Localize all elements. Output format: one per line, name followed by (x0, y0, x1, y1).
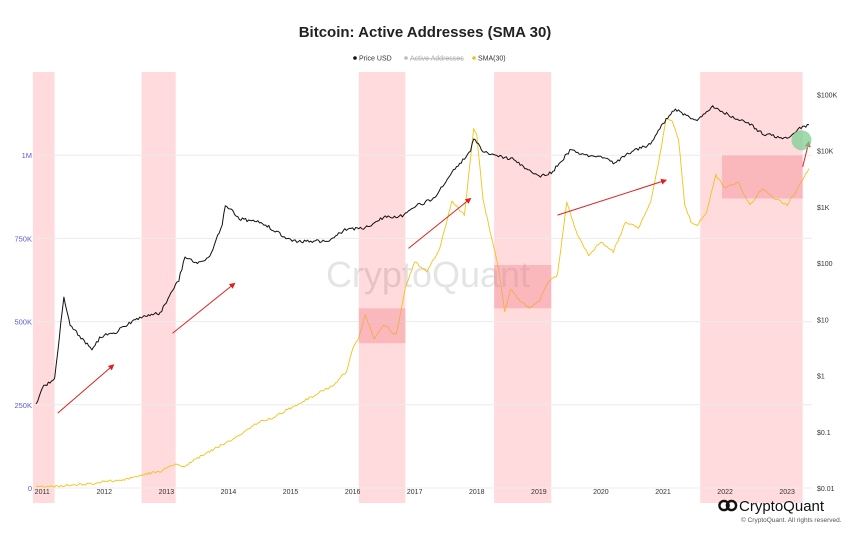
chart-legend[interactable]: Price USD Active Addresses SMA(30) (353, 56, 506, 63)
legend-label-active-addresses: Active Addresses (410, 56, 464, 63)
highlight-band-3 (358, 72, 406, 503)
legend-label-sma30: SMA(30) (478, 56, 506, 63)
legend-item-sma30[interactable]: SMA(30) (472, 56, 506, 63)
legend-item-active-addresses[interactable]: Active Addresses (404, 56, 464, 63)
highlight-band-4 (494, 72, 552, 503)
x-tick-label: 2012 (96, 489, 112, 496)
brand-logo: CryptoQuant © CryptoQuant. All rights re… (718, 498, 842, 524)
right-tick-label: $1 (817, 374, 825, 381)
consolidation-box-1 (358, 308, 406, 344)
left-axis-ticks: 0 250K 500K 750K 1M (14, 151, 32, 493)
x-tick-label: 2022 (717, 489, 733, 496)
left-tick-label: 500K (14, 318, 32, 327)
highlight-band-5 (700, 72, 803, 503)
watermark: CryptoQuant (326, 254, 530, 295)
x-tick-label: 2016 (345, 489, 361, 496)
x-tick-label: 2017 (407, 489, 423, 496)
annotation-overlays (57, 130, 812, 414)
x-tick-label: 2018 (469, 489, 485, 496)
series-line-sma-30- (35, 118, 810, 488)
legend-marker-active-addresses (404, 56, 408, 60)
highlight-band-1 (32, 72, 55, 503)
chart-title: Bitcoin: Active Addresses (SMA 30) (299, 24, 552, 41)
legend-marker-sma30 (472, 56, 476, 60)
right-axis-ticks: $100K $10K $1K $100 $10 $1 $0.1 $0.01 (817, 92, 838, 493)
x-tick-label: 2020 (593, 489, 609, 496)
gridlines (36, 154, 812, 489)
legend-label-price-usd: Price USD (359, 56, 392, 63)
left-tick-label: 0 (28, 484, 32, 493)
highlight-circle (791, 130, 812, 151)
x-tick-label: 2013 (159, 489, 175, 496)
highlight-band-2 (141, 72, 176, 503)
highlight-bands (32, 72, 803, 503)
x-tick-label: 2021 (655, 489, 671, 496)
legend-marker-price-usd (353, 56, 357, 60)
left-tick-label: 750K (14, 234, 32, 243)
consolidation-box-2 (494, 265, 552, 309)
series-line-price-usd (35, 105, 809, 405)
x-tick-label: 2014 (221, 489, 237, 496)
x-axis-ticks: 2011 2012 2013 2014 2015 2016 2017 2018 2019 2020… (35, 489, 795, 496)
brand-copyright: © CryptoQuant. All rights reserved. (741, 516, 842, 524)
cryptoquant-logo-icon (718, 499, 738, 512)
consolidation-box-3 (721, 155, 803, 199)
x-tick-label: 2011 (35, 489, 50, 496)
right-tick-label: $10 (817, 317, 829, 324)
trend-arrow-2 (172, 282, 236, 334)
right-tick-label: $1K (817, 205, 830, 212)
x-tick-label: 2015 (283, 489, 299, 496)
left-tick-label: 250K (14, 401, 32, 410)
trend-arrow-1 (57, 364, 115, 414)
legend-item-price-usd[interactable]: Price USD (353, 56, 392, 63)
trend-arrow-4 (557, 178, 668, 216)
x-tick-label: 2019 (531, 489, 547, 496)
left-tick-label: 1M (22, 151, 32, 160)
x-tick-label: 2023 (779, 489, 795, 496)
series-layer (35, 105, 810, 488)
right-tick-label: $0.1 (817, 430, 831, 437)
right-tick-label: $0.01 (817, 486, 835, 493)
right-tick-label: $100 (817, 261, 833, 268)
right-tick-label: $10K (817, 149, 834, 156)
trend-arrow-3 (408, 197, 472, 249)
right-tick-label: $100K (817, 92, 838, 99)
brand-name: CryptoQuant (739, 498, 825, 515)
